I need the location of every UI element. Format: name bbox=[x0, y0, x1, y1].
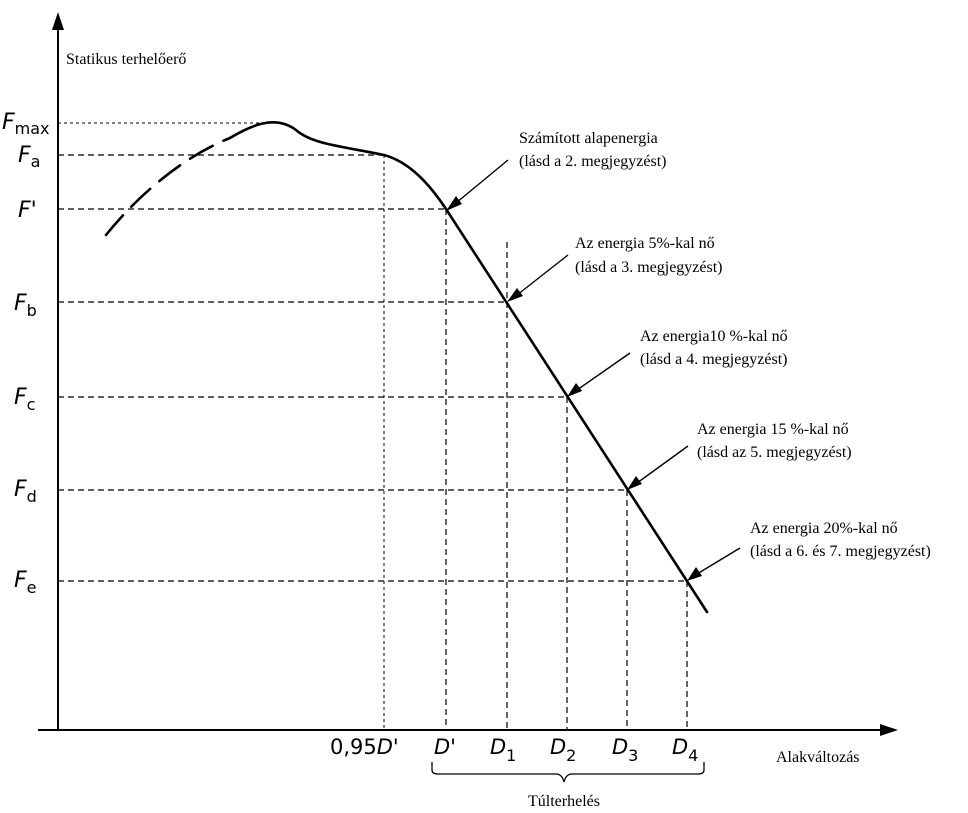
annotation-1-line2: (lásd a 2. megjegyzést) bbox=[519, 153, 667, 170]
overload-brace: Túlterhelés bbox=[431, 762, 705, 810]
load-curve-solid-segment bbox=[228, 120, 709, 614]
annotation-4-line1: Az energia 15 %-kal nő bbox=[697, 421, 849, 438]
fb-label: Fb bbox=[14, 291, 37, 320]
axes bbox=[38, 12, 898, 736]
d1-label: D1 bbox=[490, 735, 516, 765]
deformation-labels: 0,95D' D' D1 D2 D3 D4 bbox=[330, 735, 698, 765]
annotation-arrow-1 bbox=[455, 159, 509, 204]
annotation-3-line1: Az energia10 %-kal nő bbox=[640, 328, 788, 345]
overload-label: Túlterhelés bbox=[528, 793, 600, 810]
annotation-arrows bbox=[446, 159, 741, 581]
x-axis-title: Alakváltozás bbox=[776, 749, 860, 766]
y-axis-title: Statikus terhelőerő bbox=[66, 51, 186, 68]
dprime-label: D' bbox=[434, 735, 456, 759]
load-curve-dashed-segment bbox=[104, 136, 232, 237]
annotation-arrowhead-1 bbox=[446, 196, 462, 211]
force-labels: Fmax Fa F' Fb Fc Fd Fe bbox=[2, 110, 50, 597]
annotation-3-line2: (lásd a 4. megjegyzést) bbox=[640, 351, 788, 368]
annotation-5-line2: (lásd a 6. és 7. megjegyzést) bbox=[750, 543, 931, 560]
d4-label: D4 bbox=[672, 735, 698, 765]
annotation-2-line1: Az energia 5%-kal nő bbox=[575, 235, 715, 252]
fc-label: Fc bbox=[14, 385, 35, 414]
annotation-4-line2: (lásd az 5. megjegyzést) bbox=[697, 444, 852, 461]
fd-label: Fd bbox=[14, 477, 37, 506]
d095-label: 0,95D' bbox=[330, 735, 399, 759]
y-axis-arrowhead bbox=[52, 12, 64, 30]
x-axis-arrowhead bbox=[880, 724, 898, 736]
fmax-label: Fmax bbox=[2, 110, 50, 138]
overload-brace-shape bbox=[431, 762, 705, 783]
annotation-2-line2: (lásd a 3. megjegyzést) bbox=[575, 259, 723, 276]
d2-label: D2 bbox=[550, 735, 576, 765]
force-reference-lines bbox=[58, 122, 687, 582]
annotation-arrowhead-2 bbox=[507, 288, 523, 302]
annotation-arrowhead-4 bbox=[627, 476, 642, 490]
fprime-label: F' bbox=[18, 198, 37, 223]
annotation-arrowhead-3 bbox=[567, 383, 582, 397]
annotation-arrow-4 bbox=[636, 445, 689, 484]
d3-label: D3 bbox=[612, 735, 638, 765]
annotation-arrowhead-5 bbox=[687, 567, 702, 581]
load-curve bbox=[104, 120, 709, 614]
fe-label: Fe bbox=[14, 568, 37, 597]
annotation-1-line1: Számított alapenergia bbox=[519, 130, 658, 147]
annotation-arrow-2 bbox=[516, 254, 569, 296]
annotation-texts: Számított alapenergia (lásd a 2. megjegy… bbox=[519, 130, 931, 560]
annotation-arrow-5 bbox=[696, 547, 741, 575]
deformation-reference-lines bbox=[383, 155, 688, 730]
annotation-arrow-3 bbox=[576, 352, 631, 391]
annotation-5-line1: Az energia 20%-kal nő bbox=[750, 520, 898, 537]
fa-label: Fa bbox=[18, 143, 40, 171]
